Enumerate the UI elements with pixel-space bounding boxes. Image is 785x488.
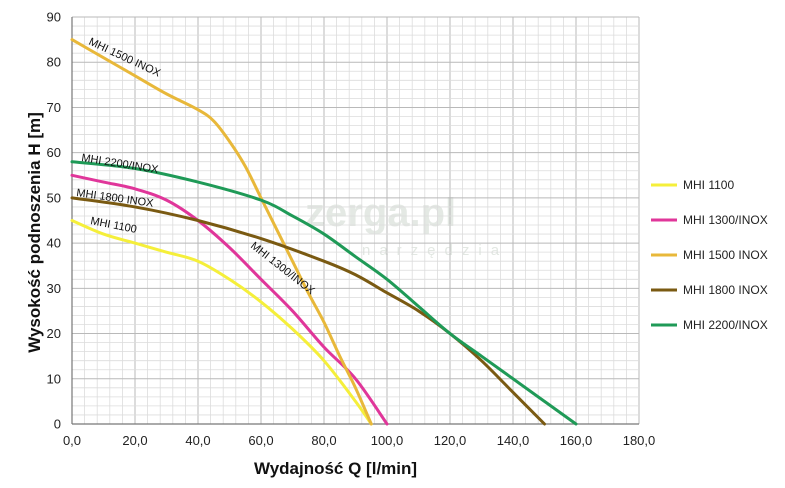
y-tick-label: 40	[47, 236, 61, 251]
x-axis-title: Wydajność Q [l/min]	[254, 459, 417, 478]
series-lines	[70, 38, 578, 426]
y-tick-label: 20	[47, 326, 61, 341]
legend-label: MHI 1100	[683, 178, 734, 192]
x-tick-label: 120,0	[434, 433, 467, 448]
x-tick-label: 160,0	[560, 433, 593, 448]
y-tick-label: 30	[47, 281, 61, 296]
y-tick-label: 80	[47, 55, 61, 70]
curve-label-3: MHI 1500 INOX	[87, 36, 163, 80]
x-tick-label: 80,0	[311, 433, 336, 448]
x-tick-label: 0,0	[63, 433, 81, 448]
y-axis-title: Wysokość podnoszenia H [m]	[25, 112, 44, 353]
x-tick-label: 180,0	[623, 433, 656, 448]
y-tick-label: 90	[47, 10, 61, 25]
series-line-5	[70, 160, 578, 426]
x-tick-label: 140,0	[497, 433, 530, 448]
series-line-1	[70, 219, 373, 426]
x-tick-label: 100,0	[371, 433, 404, 448]
y-tick-label: 10	[47, 371, 61, 386]
y-tick-label: 70	[47, 100, 61, 115]
watermark-sub: narzędzia	[362, 242, 508, 259]
legend: MHI 1100 MHI 1300/INOX MHI 1500 INOX MHI 18…	[651, 178, 768, 332]
curve-label-2: MHI 1300/INOX	[248, 240, 317, 298]
series-line-4	[70, 196, 546, 426]
x-tick-label: 40,0	[185, 433, 210, 448]
legend-label: MHI 2200/INOX	[683, 318, 768, 332]
legend-label: MHI 1500 INOX	[683, 248, 768, 262]
series-line-3	[70, 38, 373, 426]
x-tick-label: 20,0	[122, 433, 147, 448]
series-line-2	[70, 173, 389, 426]
y-tick-label: 60	[47, 145, 61, 160]
y-tick-label: 50	[47, 190, 61, 205]
legend-label: MHI 1800 INOX	[683, 283, 768, 297]
tick-labels: 0,0 20,0 40,0 60,0 80,0 100,0 120,0 140,0 160,0 1…	[47, 10, 656, 449]
legend-label: MHI 1300/INOX	[683, 213, 768, 227]
y-tick-label: 0	[54, 417, 61, 432]
x-tick-label: 60,0	[248, 433, 273, 448]
